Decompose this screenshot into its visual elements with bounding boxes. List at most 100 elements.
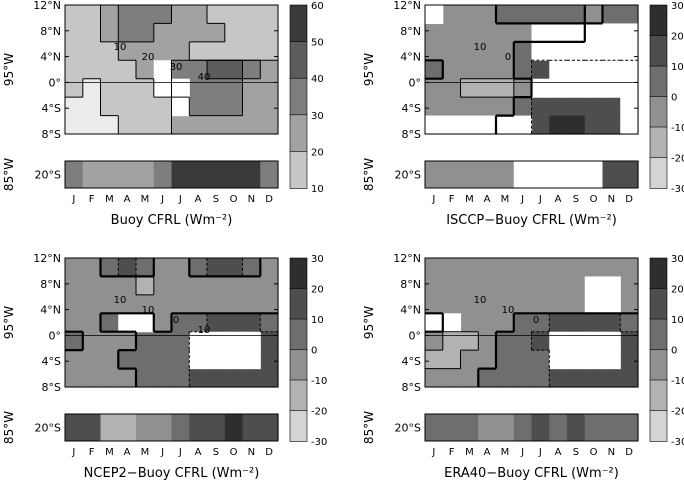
missing-cell bbox=[567, 23, 586, 43]
lat-tick-label: 8°S bbox=[42, 128, 61, 141]
month-label: D bbox=[625, 194, 633, 205]
strip-20s: 20°S 85°W bbox=[2, 158, 279, 191]
field-cell bbox=[260, 115, 279, 135]
field-cell bbox=[82, 115, 102, 135]
field-cell bbox=[496, 294, 515, 314]
field-cell bbox=[584, 5, 604, 25]
field-cell bbox=[513, 258, 533, 278]
field-cell bbox=[82, 5, 102, 25]
field-cell bbox=[136, 258, 155, 278]
field-cell bbox=[496, 97, 515, 117]
contour-label: 10 bbox=[142, 305, 155, 316]
field-cell bbox=[513, 23, 533, 43]
field-cell bbox=[442, 368, 462, 388]
strip-cell bbox=[460, 161, 479, 188]
field-cell bbox=[460, 23, 479, 43]
strip-cell bbox=[584, 414, 604, 441]
field-cell bbox=[531, 276, 550, 296]
month-label: M bbox=[501, 447, 510, 458]
plot-frame bbox=[424, 4, 639, 135]
missing-cell bbox=[425, 5, 444, 25]
strip-cell bbox=[442, 414, 462, 441]
field-cell bbox=[65, 313, 84, 333]
month-label: A bbox=[124, 194, 131, 205]
field-cell bbox=[478, 368, 497, 388]
field-cell bbox=[460, 368, 479, 388]
field-cell bbox=[153, 350, 173, 370]
field-cell bbox=[171, 276, 190, 296]
field-cell bbox=[118, 331, 137, 351]
field-cell bbox=[100, 258, 119, 278]
missing-cell bbox=[549, 41, 568, 61]
field-cell bbox=[153, 258, 173, 278]
field-cell bbox=[584, 258, 604, 278]
month-label: A bbox=[195, 447, 202, 458]
field-cell bbox=[602, 313, 621, 333]
field-cell bbox=[153, 23, 173, 43]
field-cell bbox=[478, 23, 497, 43]
colorbar-tick-label: 50 bbox=[311, 38, 324, 49]
strip-cell bbox=[153, 414, 173, 441]
colorbar-tick-label: -20 bbox=[311, 407, 327, 418]
field-cell bbox=[260, 41, 279, 61]
field-cell bbox=[100, 313, 119, 333]
colorbar-tick-label: 0 bbox=[671, 346, 677, 357]
strip-cell bbox=[82, 414, 102, 441]
month-label: J bbox=[160, 447, 164, 458]
month-label: N bbox=[248, 194, 255, 205]
field-cell bbox=[82, 313, 102, 333]
field-cell bbox=[496, 331, 515, 351]
field-cell bbox=[260, 23, 279, 43]
missing-cell bbox=[584, 331, 604, 351]
field-cell bbox=[242, 368, 261, 388]
field-cell bbox=[549, 294, 568, 314]
missing-cell bbox=[620, 97, 639, 117]
lat-tick-label: 4°N bbox=[400, 51, 421, 64]
field-cell bbox=[425, 331, 444, 351]
contour-line bbox=[460, 78, 515, 98]
colorbar-swatch bbox=[289, 4, 308, 43]
field-cell bbox=[118, 41, 137, 61]
field-cell bbox=[460, 350, 479, 370]
month-label: F bbox=[449, 447, 455, 458]
field-cell bbox=[513, 60, 533, 80]
strip-cell bbox=[620, 161, 639, 188]
contour-line bbox=[65, 78, 119, 134]
missing-cell bbox=[549, 78, 568, 98]
field-cell bbox=[425, 78, 444, 98]
field-cell bbox=[82, 368, 102, 388]
missing-cell bbox=[549, 350, 568, 370]
month-label: D bbox=[265, 447, 273, 458]
month-label: J bbox=[71, 194, 75, 205]
field-cell bbox=[118, 258, 137, 278]
missing-cell bbox=[584, 60, 604, 80]
strip-cell bbox=[496, 161, 515, 188]
missing-cell bbox=[242, 331, 261, 351]
field-cell bbox=[531, 350, 550, 370]
field-cell bbox=[118, 368, 137, 388]
lat-tick-label: 12°N bbox=[393, 0, 421, 12]
field-cell bbox=[549, 368, 568, 388]
field-cell bbox=[260, 276, 279, 296]
strip-frame bbox=[64, 413, 279, 442]
field-cell bbox=[224, 60, 244, 80]
lat-tick-label: 12°N bbox=[393, 252, 421, 265]
strip-cell bbox=[496, 414, 515, 441]
field-cell bbox=[531, 115, 550, 135]
field-cell bbox=[224, 97, 244, 117]
strip-cell bbox=[260, 414, 279, 441]
field-cell bbox=[442, 97, 462, 117]
field-cell bbox=[602, 368, 621, 388]
field-cell bbox=[242, 60, 261, 80]
missing-cell bbox=[207, 331, 226, 351]
lat-tick-label: 4°N bbox=[400, 304, 421, 317]
lat-tick-label: 12°N bbox=[33, 0, 61, 12]
field-cell bbox=[567, 258, 586, 278]
field-cell bbox=[442, 78, 462, 98]
month-label: O bbox=[590, 447, 598, 458]
field-cell bbox=[460, 276, 479, 296]
field-cell bbox=[153, 313, 173, 333]
strip-frame bbox=[424, 413, 639, 442]
colorbar-tick-label: 20 bbox=[671, 32, 684, 43]
